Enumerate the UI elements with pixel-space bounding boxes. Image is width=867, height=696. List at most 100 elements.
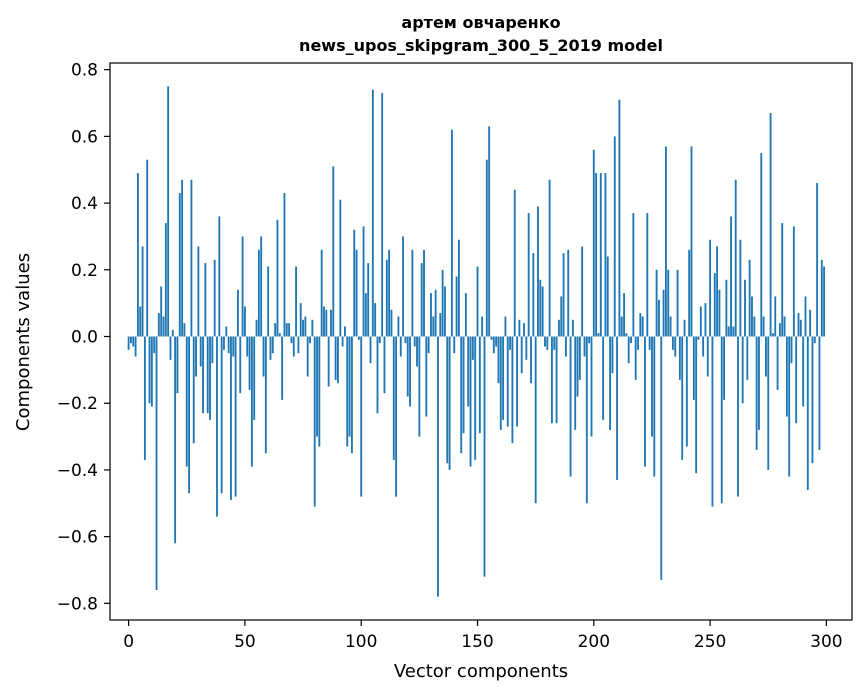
bar <box>127 336 130 350</box>
bar <box>246 336 249 357</box>
bar <box>199 336 202 367</box>
bar <box>374 303 377 337</box>
bar <box>818 336 821 450</box>
bar <box>446 336 449 464</box>
bar <box>148 336 151 404</box>
bar <box>581 246 584 337</box>
bar <box>453 336 456 354</box>
bar <box>257 249 260 337</box>
bar <box>357 336 360 340</box>
bar <box>439 313 442 337</box>
bar <box>492 336 495 354</box>
bar <box>511 336 514 444</box>
bar <box>504 316 507 337</box>
bar <box>823 266 826 337</box>
bar <box>418 336 421 437</box>
bar <box>230 336 232 500</box>
bar <box>139 306 142 337</box>
bar <box>306 336 309 377</box>
bar <box>564 336 567 357</box>
bar <box>718 289 721 337</box>
y-axis-label: Components values <box>13 253 34 431</box>
bar <box>227 336 230 354</box>
bar <box>160 286 163 337</box>
bar <box>809 309 812 337</box>
bar <box>709 239 712 337</box>
bar <box>178 193 181 337</box>
bar <box>378 336 381 344</box>
bar <box>450 129 453 337</box>
bar <box>192 336 195 444</box>
bar <box>585 336 588 504</box>
bar <box>195 336 197 377</box>
bar <box>767 336 770 470</box>
bar <box>632 213 635 337</box>
bar <box>185 336 188 467</box>
bar <box>316 336 318 437</box>
bar <box>741 336 744 404</box>
bar <box>216 336 218 517</box>
bar <box>174 336 177 544</box>
bar <box>695 336 698 474</box>
bar <box>478 336 481 434</box>
bar <box>653 336 656 477</box>
bar <box>646 213 649 337</box>
bar <box>544 336 546 347</box>
bar <box>206 336 209 414</box>
bar <box>457 239 460 337</box>
bar <box>448 336 451 470</box>
plot-area <box>109 62 853 621</box>
bar <box>744 279 746 337</box>
bar <box>806 336 809 490</box>
y-axis: −0.8 −0.6 −0.4 −0.2 0.0 0.2 0.4 0.6 0.8 <box>57 61 110 614</box>
bar <box>606 256 609 337</box>
x-tick-label: 250 <box>694 632 726 652</box>
bar <box>590 336 593 437</box>
bar <box>662 289 665 337</box>
bar <box>420 263 423 337</box>
bar <box>411 249 414 337</box>
bar <box>571 319 574 337</box>
bar <box>364 293 367 337</box>
bar <box>202 336 204 414</box>
bar <box>592 149 595 337</box>
bar <box>597 333 600 337</box>
bar <box>327 336 330 387</box>
x-axis: 0 50 100 150 200 250 300 <box>123 620 843 652</box>
bar <box>771 333 774 337</box>
bar <box>660 336 663 580</box>
bar <box>651 336 653 437</box>
bar <box>567 249 570 337</box>
bar <box>460 336 463 454</box>
bar <box>416 336 418 367</box>
plot-frame <box>109 62 853 621</box>
bar <box>776 336 779 390</box>
bar <box>681 336 684 460</box>
bar <box>367 263 370 337</box>
bar <box>518 319 521 337</box>
bar <box>339 199 342 337</box>
bar <box>778 323 781 337</box>
bar <box>455 276 458 337</box>
bar <box>302 319 304 337</box>
bar <box>362 226 365 337</box>
bar <box>620 316 623 337</box>
y-tick-label: 0.4 <box>71 194 98 214</box>
bar <box>269 336 272 360</box>
bar <box>727 326 730 337</box>
bar <box>213 259 216 337</box>
bar <box>390 309 393 337</box>
bar <box>534 336 537 504</box>
bar <box>557 319 560 337</box>
bar <box>234 336 237 497</box>
bar <box>392 336 395 460</box>
bar <box>730 216 732 337</box>
bar <box>760 153 763 337</box>
bar <box>311 319 314 337</box>
y-tick-label: 0.6 <box>71 127 98 147</box>
bar <box>499 336 502 430</box>
x-tick-label: 0 <box>123 632 134 652</box>
bar <box>588 336 591 344</box>
bar <box>427 336 430 354</box>
bar <box>539 279 542 337</box>
